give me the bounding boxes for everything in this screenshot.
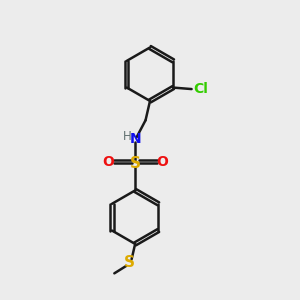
Text: N: N: [129, 132, 141, 146]
Text: H: H: [122, 130, 131, 143]
Text: S: S: [130, 156, 141, 171]
Text: O: O: [103, 154, 114, 169]
Text: S: S: [124, 255, 135, 270]
Text: O: O: [156, 154, 168, 169]
Text: Cl: Cl: [193, 82, 208, 96]
